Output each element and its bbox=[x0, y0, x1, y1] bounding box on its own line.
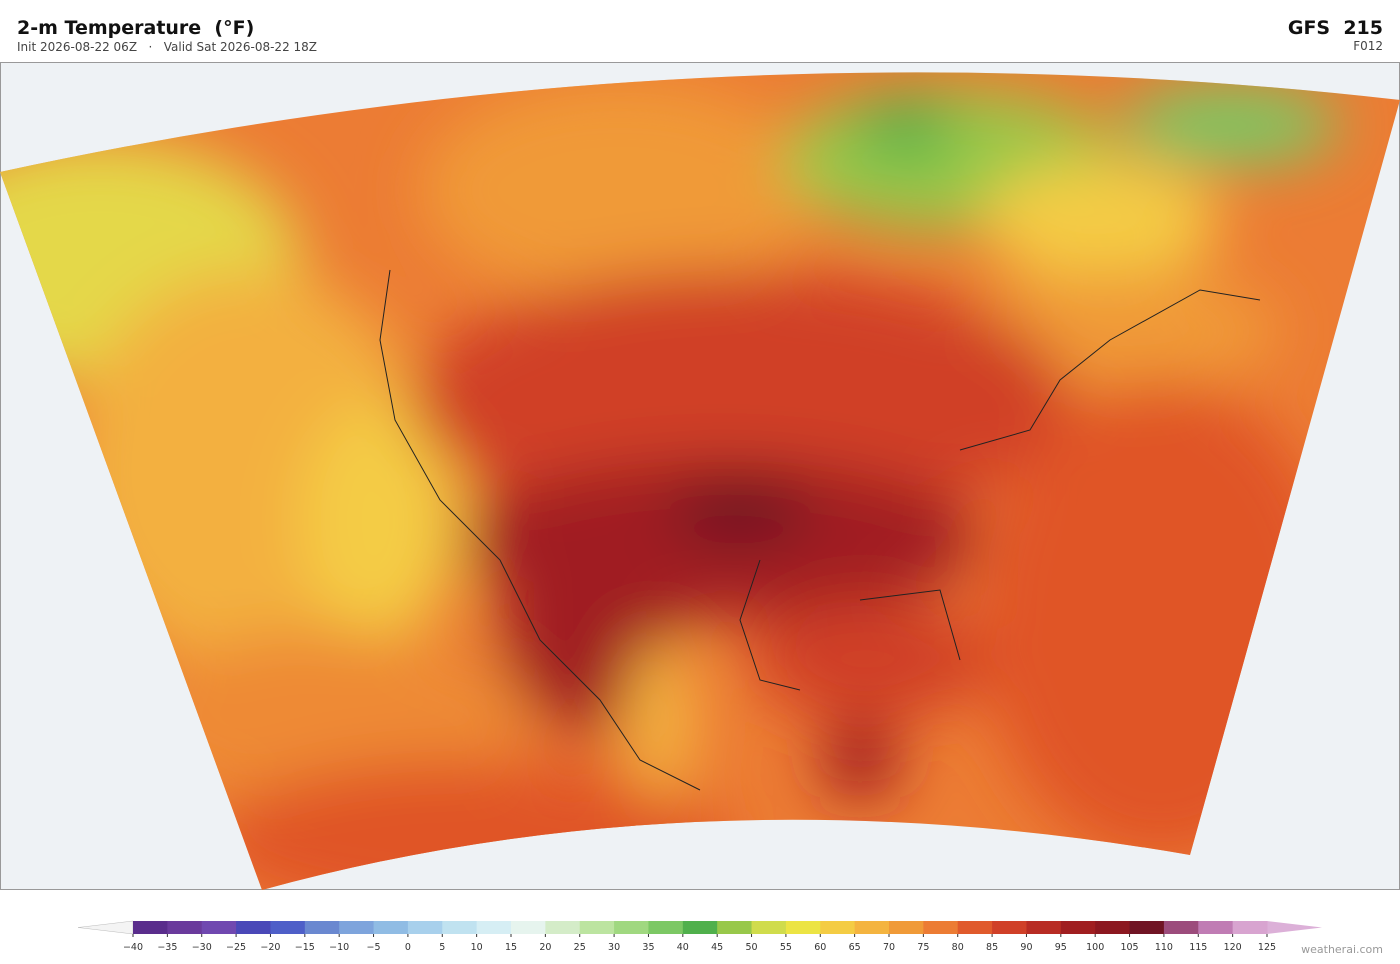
colorbar-label: 10 bbox=[471, 942, 483, 953]
color-swatch bbox=[407, 921, 443, 934]
colorbar-label: 90 bbox=[1020, 942, 1032, 953]
color-swatch bbox=[1232, 921, 1268, 934]
color-swatch bbox=[1163, 921, 1199, 934]
color-swatch bbox=[511, 921, 546, 934]
color-swatch bbox=[1129, 921, 1165, 934]
colorbar-label: 75 bbox=[917, 942, 929, 953]
model-name: GFS 215 bbox=[1288, 17, 1383, 39]
over-triangle bbox=[1267, 921, 1322, 934]
coastline bbox=[379, 269, 1261, 791]
colorbar-label: 115 bbox=[1189, 942, 1207, 953]
colorbar-label: −10 bbox=[329, 942, 349, 953]
colorbar-label: 55 bbox=[780, 942, 792, 953]
color-swatch bbox=[614, 921, 649, 934]
color-swatch bbox=[682, 921, 718, 934]
colorbar-label: 125 bbox=[1258, 942, 1276, 953]
color-swatch bbox=[133, 921, 168, 934]
color-swatch bbox=[1060, 921, 1096, 934]
colorbar-label: 5 bbox=[439, 942, 445, 953]
colorbar-label: −20 bbox=[260, 942, 280, 953]
color-swatch bbox=[923, 921, 959, 934]
colorbar-label: −15 bbox=[295, 942, 315, 953]
color-swatch bbox=[820, 921, 856, 934]
title: 2-m Temperature (°F) bbox=[17, 17, 254, 39]
colorbar-label: 30 bbox=[608, 942, 620, 953]
colorbar-label: 15 bbox=[505, 942, 517, 953]
color-swatch bbox=[442, 921, 478, 934]
colorbar-label: 35 bbox=[642, 942, 654, 953]
colorbar-label: 105 bbox=[1120, 942, 1138, 953]
under-triangle bbox=[77, 920, 134, 935]
colorbar-label: 85 bbox=[986, 942, 998, 953]
color-swatch bbox=[957, 921, 993, 934]
color-swatch bbox=[339, 921, 375, 934]
color-swatch bbox=[889, 921, 924, 934]
colorbar-label: 65 bbox=[849, 942, 861, 953]
temperature-field bbox=[0, 72, 1400, 890]
color-swatch bbox=[1026, 921, 1062, 934]
colorbar-label: −25 bbox=[226, 942, 246, 953]
color-swatch bbox=[717, 921, 753, 934]
colorbar-label: 70 bbox=[883, 942, 895, 953]
colorbar-label: 45 bbox=[711, 942, 723, 953]
colorbar-label: −40 bbox=[123, 942, 143, 953]
color-swatch bbox=[1095, 921, 1131, 934]
colorbar-label: 95 bbox=[1055, 942, 1067, 953]
color-swatch bbox=[751, 921, 787, 934]
colorbar-label: 120 bbox=[1224, 942, 1242, 953]
color-swatch bbox=[992, 921, 1027, 934]
subtitle: Init 2026-08-22 06Z · Valid Sat 2026-08-… bbox=[17, 40, 317, 54]
colorbar-label: 60 bbox=[814, 942, 826, 953]
color-swatch bbox=[785, 921, 821, 934]
forecast-hour: F012 bbox=[1353, 39, 1383, 53]
color-swatch bbox=[648, 921, 684, 934]
color-swatch bbox=[373, 921, 409, 934]
credit: weatherai.com bbox=[1301, 943, 1383, 956]
color-swatch bbox=[476, 921, 512, 934]
color-swatch bbox=[304, 921, 340, 934]
colorbar-label: −5 bbox=[367, 942, 381, 953]
colorbar-label: 25 bbox=[574, 942, 586, 953]
colorbar-label: 20 bbox=[539, 942, 551, 953]
color-swatch bbox=[270, 921, 306, 934]
colorbar-label: −30 bbox=[192, 942, 212, 953]
color-swatch bbox=[236, 921, 271, 934]
colorbar-label: 50 bbox=[745, 942, 757, 953]
colorbar-label: 0 bbox=[405, 942, 411, 953]
color-swatch bbox=[1198, 921, 1234, 934]
colorbar: −40 −35 −30 −25 −20 −15 −10 −5 0 5 10 15 20 25 30 35 40 4… bbox=[77, 920, 1322, 953]
colorbar-label: 110 bbox=[1155, 942, 1173, 953]
color-swatch bbox=[854, 921, 890, 934]
color-swatch bbox=[579, 921, 615, 934]
colorbar-label: 80 bbox=[952, 942, 964, 953]
colorbar-label: 100 bbox=[1086, 942, 1104, 953]
color-swatch bbox=[545, 921, 581, 934]
color-swatch bbox=[167, 921, 203, 934]
colorbar-label: 40 bbox=[677, 942, 689, 953]
color-swatch bbox=[201, 921, 237, 934]
colorbar-label: −35 bbox=[157, 942, 177, 953]
